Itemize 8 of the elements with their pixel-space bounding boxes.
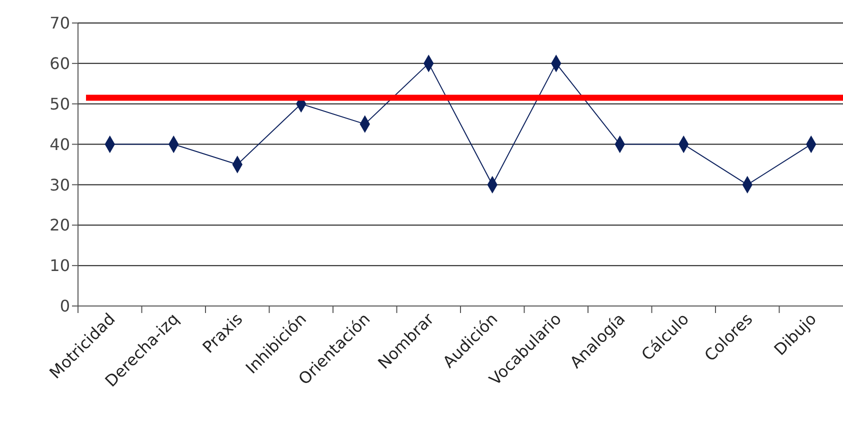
- y-tick-label: 10: [50, 256, 70, 276]
- y-tick-label: 60: [50, 54, 70, 74]
- y-tick-label: 50: [50, 94, 70, 114]
- y-tick-label: 70: [50, 14, 70, 33]
- y-tick-label: 20: [50, 216, 70, 235]
- y-tick-label: 40: [50, 134, 70, 154]
- y-tick-label: 30: [50, 175, 70, 194]
- y-tick-label: 0: [60, 296, 70, 316]
